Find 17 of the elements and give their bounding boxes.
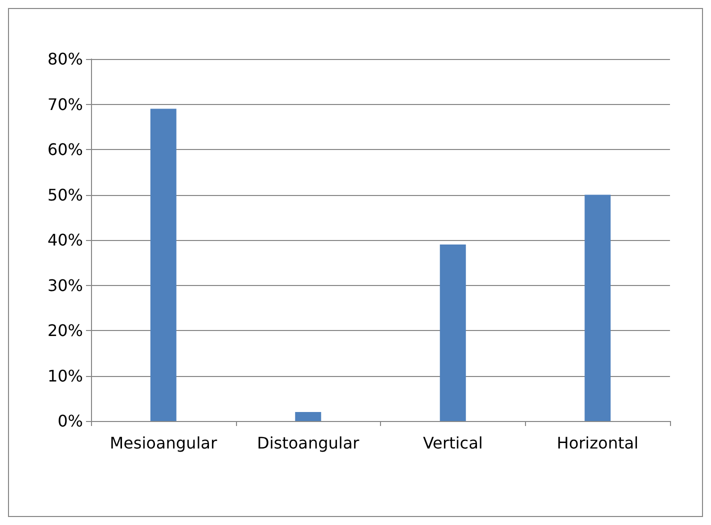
x-tick-label: Distoangular xyxy=(257,434,360,452)
y-tick-label: 60% xyxy=(47,140,83,159)
bar xyxy=(150,108,176,421)
x-tick-label: Horizontal xyxy=(556,434,638,452)
bar xyxy=(584,194,611,421)
bar xyxy=(295,412,322,421)
y-tick-label: 40% xyxy=(47,230,83,250)
y-tick-label: 70% xyxy=(47,94,83,114)
x-tick-label: Mesioangular xyxy=(110,434,218,452)
y-tick-label: 0% xyxy=(58,412,83,430)
bar xyxy=(440,244,466,421)
y-tick-label: 10% xyxy=(47,366,83,386)
y-tick-label: 30% xyxy=(47,276,83,295)
x-tick-label: Vertical xyxy=(422,434,483,452)
y-tick-label: 80% xyxy=(47,50,83,68)
y-tick-label: 20% xyxy=(47,321,83,340)
y-tick-label: 50% xyxy=(47,185,83,204)
